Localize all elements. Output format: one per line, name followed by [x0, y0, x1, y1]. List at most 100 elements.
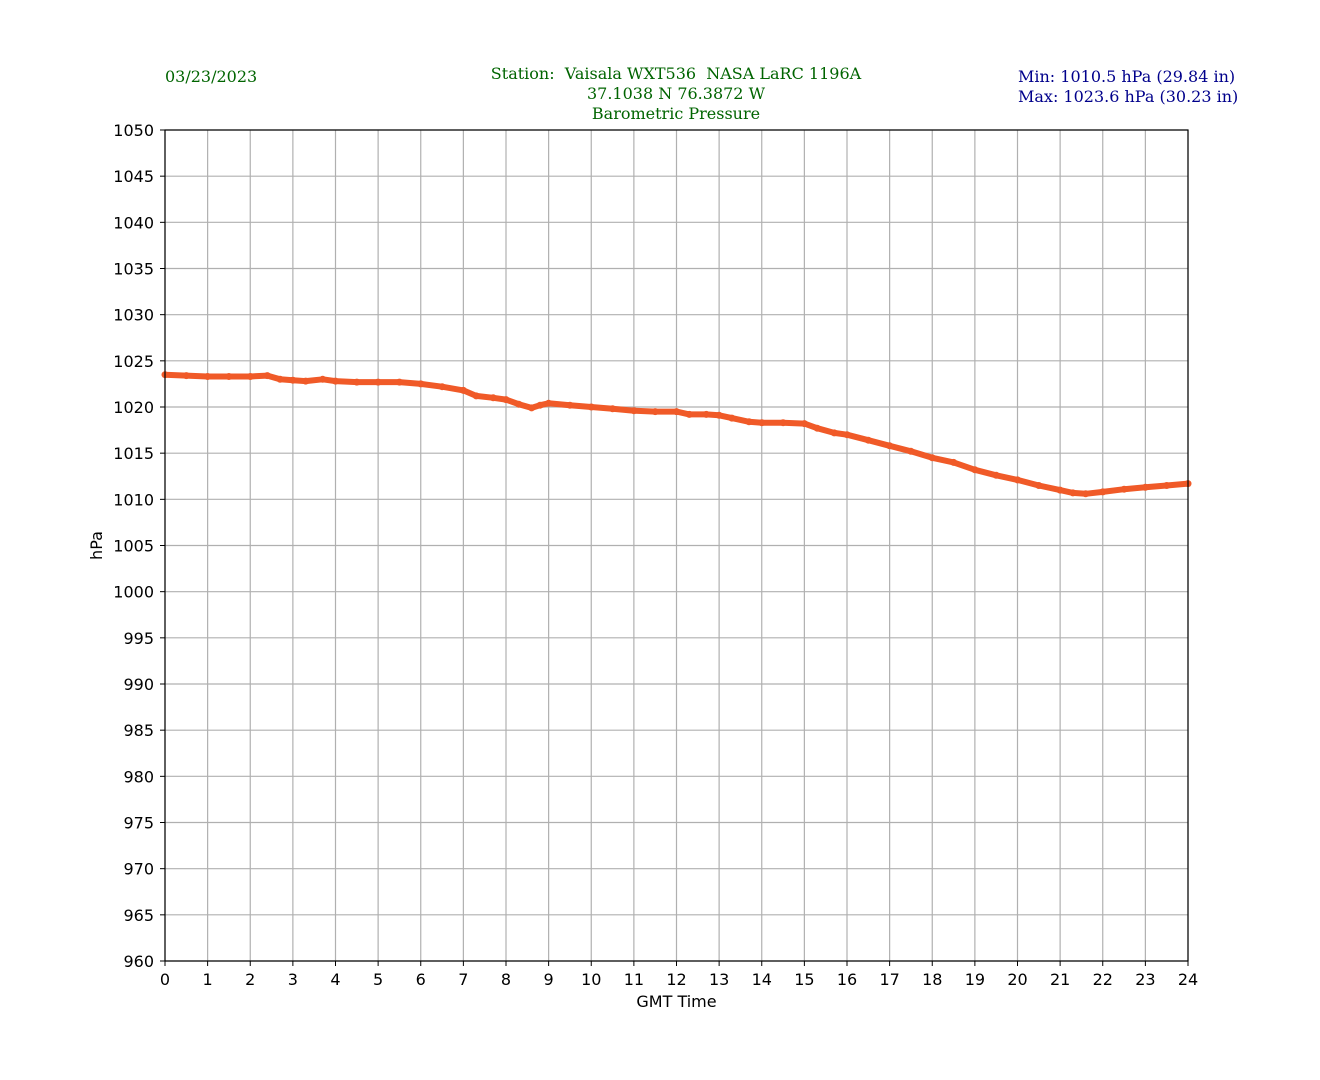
y-tick-label: 985	[123, 721, 154, 740]
pressure-point	[864, 436, 872, 444]
min-pressure-text: Min: 1010.5 hPa (29.84 in)	[1018, 67, 1236, 86]
pressure-point	[289, 376, 297, 384]
y-tick-label: 1005	[113, 537, 154, 556]
pressure-point	[745, 418, 753, 426]
x-tick-label: 10	[581, 970, 601, 989]
pressure-point	[566, 401, 574, 409]
x-tick-labels: 0 1 2 3 4 5 6 7 8 9 10 11 12 13 14 15 16 17 18 19 20 21 22 23 24	[160, 970, 1198, 989]
min-max-panel: Min: 1010.5 hPa (29.84 in) Max: 1023.6 h…	[1018, 67, 1238, 107]
x-tick-label: 1	[203, 970, 213, 989]
x-tick-label: 13	[709, 970, 729, 989]
station-header: Station: Vaisala WXT536 NASA LaRC 1196A …	[376, 64, 976, 124]
pressure-point	[950, 458, 958, 466]
pressure-point	[1014, 476, 1021, 484]
pressure-point	[263, 372, 271, 380]
pressure-point	[587, 403, 595, 411]
x-tick-label: 22	[1093, 970, 1113, 989]
pressure-point	[302, 377, 310, 385]
pressure-point	[374, 378, 382, 386]
pressure-point	[489, 394, 497, 402]
pressure-point	[276, 375, 284, 383]
x-tick-label: 2	[245, 970, 255, 989]
pressure-point	[702, 410, 710, 418]
y-axis-label: hPa	[87, 531, 106, 560]
series-layer	[161, 371, 1192, 498]
pressure-point	[907, 447, 915, 455]
x-tick-label: 7	[458, 970, 468, 989]
pressure-point	[715, 411, 723, 419]
pressure-point	[1082, 490, 1090, 498]
pressure-point	[353, 378, 361, 386]
y-tick-label: 1000	[113, 583, 154, 602]
x-tick-label: 19	[965, 970, 985, 989]
y-tick-label: 1010	[113, 490, 154, 509]
x-tick-label: 20	[1007, 970, 1027, 989]
grid-lines	[164, 129, 1189, 962]
pressure-point	[1163, 482, 1171, 489]
pressure-point	[472, 392, 480, 400]
y-tick-label: 960	[123, 952, 154, 971]
x-tick-label: 14	[752, 970, 772, 989]
pressure-series-line	[162, 371, 1191, 497]
pressure-point	[843, 431, 851, 439]
pressure-point	[651, 408, 659, 416]
pressure-point	[673, 408, 680, 416]
pressure-point	[728, 414, 736, 422]
x-tick-label: 8	[501, 970, 511, 989]
station-line: Station: Vaisala WXT536 NASA LaRC 1196A	[490, 64, 862, 83]
x-tick-label: 21	[1050, 970, 1070, 989]
y-tick-label: 980	[123, 767, 154, 786]
x-tick-label: 23	[1135, 970, 1155, 989]
pressure-point	[502, 396, 510, 404]
x-tick-label: 0	[160, 970, 170, 989]
y-tick-label: 975	[123, 814, 154, 833]
y-tick-label: 1045	[113, 167, 154, 186]
pressure-point	[438, 383, 446, 391]
x-tick-label: 5	[373, 970, 383, 989]
pressure-point	[779, 419, 787, 427]
chart-title: Barometric Pressure	[591, 104, 761, 123]
pressure-point	[528, 404, 536, 412]
pressure-point	[609, 405, 617, 413]
pressure-point	[1120, 485, 1128, 493]
y-tick-label: 995	[123, 629, 154, 648]
x-tick-label: 24	[1178, 970, 1198, 989]
date-label: 03/23/2023	[165, 67, 258, 86]
x-tick-label: 6	[416, 970, 426, 989]
y-tick-label: 1020	[113, 398, 154, 417]
pressure-point	[182, 372, 190, 380]
pressure-point	[813, 424, 821, 432]
y-tick-label: 1015	[113, 444, 154, 463]
x-tick-label: 12	[666, 970, 686, 989]
y-tick-label: 1030	[113, 306, 154, 325]
pressure-point	[800, 420, 808, 428]
pressure-point	[758, 419, 766, 427]
pressure-point	[417, 380, 425, 388]
pressure-point	[536, 401, 544, 409]
x-tick-label: 4	[330, 970, 340, 989]
y-tick-label: 970	[123, 860, 154, 879]
tick-marks	[160, 129, 1189, 966]
pressure-point	[630, 407, 638, 415]
y-tick-label: 965	[123, 906, 154, 925]
x-axis-label: GMT Time	[636, 992, 716, 1011]
pressure-point	[830, 429, 838, 437]
x-tick-label: 17	[879, 970, 899, 989]
x-tick-label: 15	[794, 970, 814, 989]
pressure-point	[319, 375, 327, 383]
pressure-point	[1035, 482, 1043, 489]
pressure-point	[459, 386, 467, 394]
pressure-point	[1099, 488, 1107, 496]
pressure-point	[1141, 483, 1149, 491]
x-tick-label: 9	[544, 970, 554, 989]
pressure-point	[928, 454, 936, 462]
y-tick-label: 1035	[113, 260, 154, 279]
pressure-point	[971, 466, 979, 474]
coordinates-line: 37.1038 N 76.3872 W	[586, 84, 766, 103]
x-tick-label: 3	[288, 970, 298, 989]
y-tick-label: 1040	[113, 213, 154, 232]
pressure-point	[685, 410, 693, 418]
pressure-point	[515, 400, 523, 408]
y-tick-labels: 960 965 970 975 980 985 990 995 1000 1005 1010 1015…	[113, 121, 154, 971]
